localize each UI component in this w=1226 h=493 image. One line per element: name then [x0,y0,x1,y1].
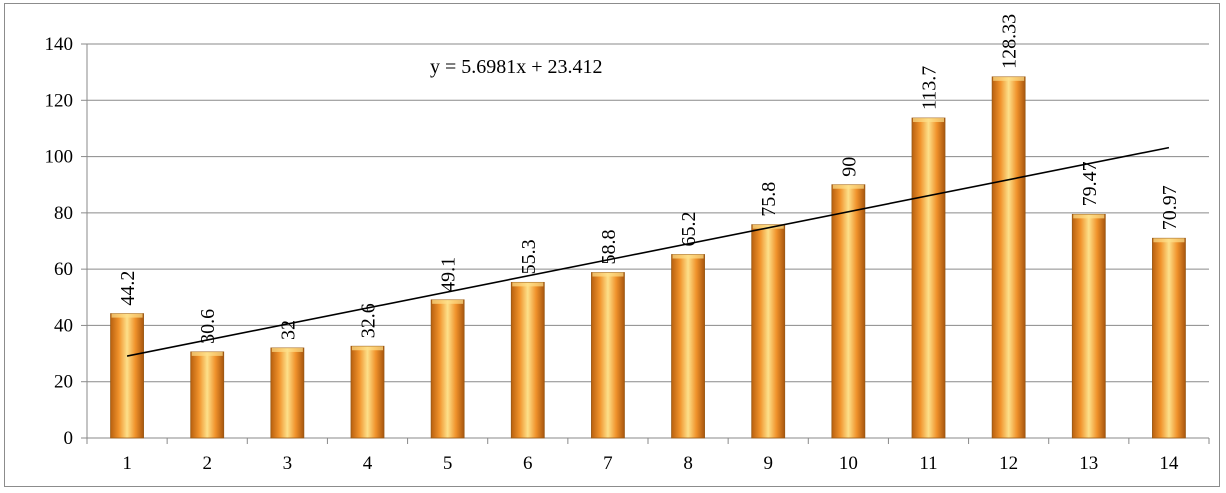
y-tick-label: 60 [54,259,73,280]
x-tick-label: 3 [283,453,293,474]
x-tick-label: 4 [363,453,373,474]
x-tick-label: 13 [1079,453,1098,474]
x-tick-label: 7 [603,453,613,474]
labels: 0 20 40 60 80 100 120 140 1 44.2 2 30.6 3 32 4 32.6 5 49.… [45,14,1181,474]
data-label: 44.2 [117,271,139,306]
y-tick-label: 40 [54,315,73,336]
data-label: 49.1 [438,257,460,292]
bar [430,299,465,439]
bar-cap [592,272,624,277]
data-label: 75.8 [758,182,780,217]
data-label: 32.6 [358,303,380,338]
x-tick-label: 6 [523,453,533,474]
x-tick-label: 8 [683,453,693,474]
bar [270,347,305,439]
bar [991,76,1026,439]
bar [911,117,946,439]
bar [751,224,786,439]
bar [190,351,225,439]
bar [1071,213,1106,439]
bar-cap [191,351,223,356]
bar-cap [1153,238,1185,243]
data-label: 65.2 [678,212,700,247]
x-tick-label: 1 [122,453,132,474]
y-tick-label: 100 [45,147,74,168]
data-label: 128.33 [999,14,1021,69]
bar-cap [913,118,944,123]
x-tick-label: 11 [919,453,937,474]
trendline-equation: y = 5.6981x + 23.412 [430,56,603,78]
bar [671,254,705,439]
x-tick-label: 12 [999,453,1018,474]
x-tick-label: 10 [839,453,858,474]
bar [1152,237,1186,439]
axes [81,43,1210,444]
bar [110,313,144,439]
data-label: 70.97 [1159,185,1181,230]
bar-cap [352,346,383,351]
x-tick-label: 2 [202,453,212,474]
bar-cap [271,347,303,352]
x-tick-label: 5 [443,453,453,474]
y-tick-label: 120 [45,90,74,111]
data-label: 32 [277,320,299,340]
data-label: 55.3 [518,239,540,274]
bar-cap [752,224,784,229]
bar [510,281,545,439]
bar [591,272,625,439]
bar-cap [432,299,464,304]
bar-cap [832,184,864,189]
y-tick-label: 0 [64,428,74,449]
x-tick-label: 14 [1159,453,1179,474]
y-tick-label: 140 [45,34,74,55]
bar-cap [993,76,1025,81]
bar-cap [672,254,704,259]
bars [110,76,1186,439]
bar-cap [512,282,544,287]
trendline [126,146,1170,357]
bar-cap [1073,214,1105,219]
y-tick-label: 20 [54,372,73,393]
data-label: 30.6 [197,309,219,344]
trendline-group [126,146,1170,357]
data-label: 90 [838,157,860,177]
bar [350,345,385,439]
data-label: 58.8 [598,230,620,265]
y-tick-label: 80 [54,203,73,224]
x-tick-label: 9 [763,453,773,474]
bar [831,184,866,439]
data-label: 113.7 [919,66,941,110]
bar-cap [111,313,143,318]
data-label: 79.47 [1079,161,1101,206]
